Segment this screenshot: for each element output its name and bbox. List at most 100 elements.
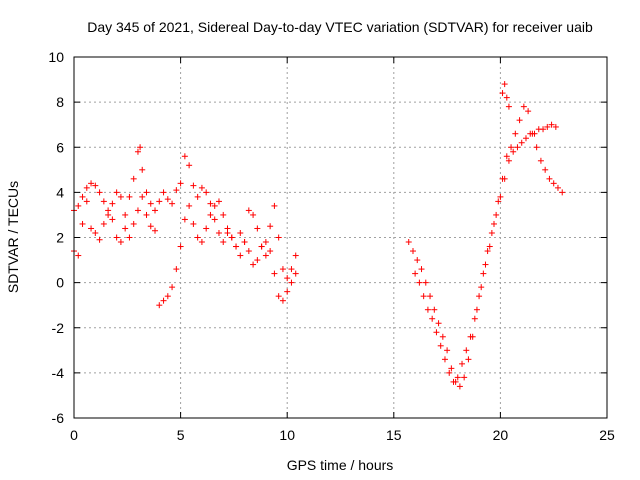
data-point: [531, 130, 538, 137]
x-tick-label: 10: [279, 427, 295, 443]
data-point: [431, 306, 438, 313]
data-point: [279, 266, 286, 273]
data-point: [113, 189, 120, 196]
data-point: [533, 144, 540, 151]
data-point: [105, 211, 112, 218]
data-point: [92, 182, 99, 189]
data-point: [514, 144, 521, 151]
data-point: [147, 200, 154, 207]
data-point: [493, 211, 500, 218]
data-point: [92, 229, 99, 236]
data-point: [117, 239, 124, 246]
data-point: [122, 211, 129, 218]
data-point: [427, 293, 434, 300]
data-point: [467, 333, 474, 340]
data-point: [505, 157, 512, 164]
data-point: [550, 180, 557, 187]
data-point: [143, 211, 150, 218]
data-point: [198, 184, 205, 191]
y-tick-label: 10: [48, 49, 64, 65]
data-point: [258, 243, 265, 250]
data-point: [510, 148, 517, 155]
x-tick-label: 15: [386, 427, 402, 443]
data-point: [139, 193, 146, 200]
data-point: [126, 193, 133, 200]
data-point: [542, 166, 549, 173]
chart-title: Day 345 of 2021, Sidereal Day-to-day VTE…: [87, 19, 593, 35]
y-tick-label: 6: [56, 139, 64, 155]
data-point: [134, 207, 141, 214]
data-point: [152, 207, 159, 214]
data-point: [456, 383, 463, 390]
data-point: [207, 211, 214, 218]
data-point: [130, 220, 137, 227]
data-point: [416, 279, 423, 286]
data-point: [480, 270, 487, 277]
data-point: [88, 180, 95, 187]
grid-layer: [74, 57, 607, 418]
data-point: [117, 193, 124, 200]
data-point: [484, 248, 491, 255]
data-point: [546, 175, 553, 182]
data-point: [79, 220, 86, 227]
data-point: [139, 166, 146, 173]
data-point: [203, 225, 210, 232]
data-point: [418, 266, 425, 273]
data-point: [83, 184, 90, 191]
data-point: [237, 252, 244, 259]
data-point: [439, 333, 446, 340]
data-point: [177, 180, 184, 187]
data-point: [233, 243, 240, 250]
data-point: [279, 297, 286, 304]
data-point: [275, 293, 282, 300]
data-point: [503, 94, 510, 101]
data-point: [147, 223, 154, 230]
data-point: [548, 121, 555, 128]
data-point: [152, 227, 159, 234]
data-point: [512, 130, 519, 137]
data-point: [203, 189, 210, 196]
data-point: [194, 234, 201, 241]
x-tick-label: 5: [177, 427, 185, 443]
data-point: [288, 266, 295, 273]
data-point: [271, 202, 278, 209]
data-point: [495, 198, 502, 205]
data-point: [488, 229, 495, 236]
y-axis-label: SDTVAR / TECUs: [5, 181, 21, 293]
data-point: [137, 144, 144, 151]
data-point: [109, 200, 116, 207]
data-point: [245, 207, 252, 214]
data-point: [559, 189, 566, 196]
data-point: [113, 234, 120, 241]
y-tick-label: 2: [56, 230, 64, 246]
data-point: [497, 193, 504, 200]
data-point: [465, 356, 472, 363]
data-point: [491, 220, 498, 227]
data-point: [160, 297, 167, 304]
data-point: [245, 248, 252, 255]
data-point: [503, 153, 510, 160]
data-point: [284, 275, 291, 282]
data-point: [207, 200, 214, 207]
data-point: [267, 248, 274, 255]
data-point: [190, 220, 197, 227]
data-point: [420, 293, 427, 300]
data-point: [173, 187, 180, 194]
data-point: [471, 315, 478, 322]
data-point: [424, 306, 431, 313]
y-tick-label: 4: [56, 184, 64, 200]
data-point: [156, 302, 163, 309]
data-point: [198, 239, 205, 246]
data-point: [486, 243, 493, 250]
data-point: [237, 229, 244, 236]
data-point: [499, 90, 506, 97]
x-tick-label: 20: [493, 427, 509, 443]
data-point: [160, 189, 167, 196]
y-tick-label: 0: [56, 275, 64, 291]
data-point: [412, 270, 419, 277]
data-point: [262, 239, 269, 246]
plot-frame: [73, 56, 608, 419]
data-point: [186, 162, 193, 169]
data-point: [254, 257, 261, 264]
